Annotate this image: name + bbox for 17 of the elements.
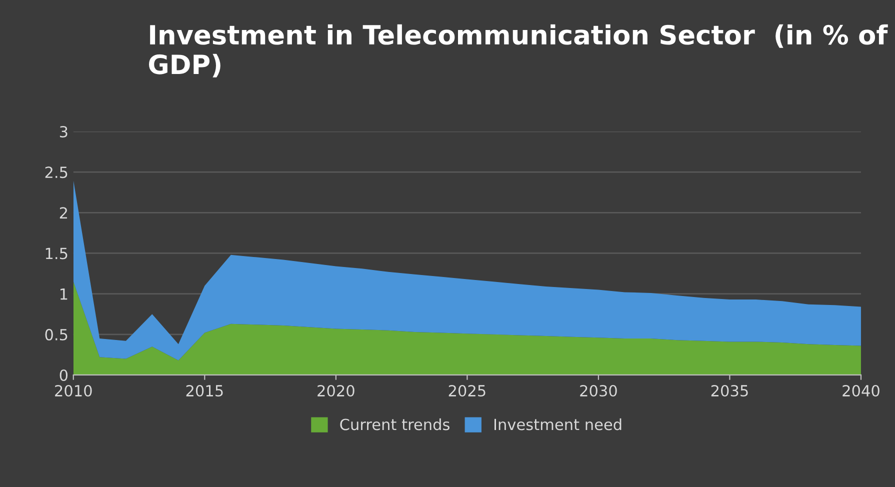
y-tick-label: 0.5 — [45, 328, 68, 340]
x-tick-label: 2025 — [448, 384, 486, 397]
x-tick-label: 2015 — [186, 384, 223, 397]
y-tick-label: 3 — [60, 126, 68, 138]
y-tick-label: 2.5 — [45, 166, 68, 178]
chart-title: Investment in Telecommunication Sector (in % of GDP) — [148, 24, 888, 78]
x-tick-label: 2010 — [55, 384, 92, 397]
x-tick-label: 2035 — [711, 384, 748, 397]
x-tick-label: 2020 — [318, 384, 354, 397]
x-tick-label: 2030 — [580, 384, 617, 397]
legend-label: Investment need — [494, 418, 622, 430]
y-tick-label: 1 — [60, 288, 68, 300]
y-tick-label: 2 — [60, 207, 67, 218]
legend-label: Current trends — [340, 418, 450, 430]
y-tick-label: 0 — [60, 369, 68, 382]
y-tick-label: 1.5 — [46, 248, 68, 260]
x-tick-label: 2040 — [842, 384, 880, 397]
